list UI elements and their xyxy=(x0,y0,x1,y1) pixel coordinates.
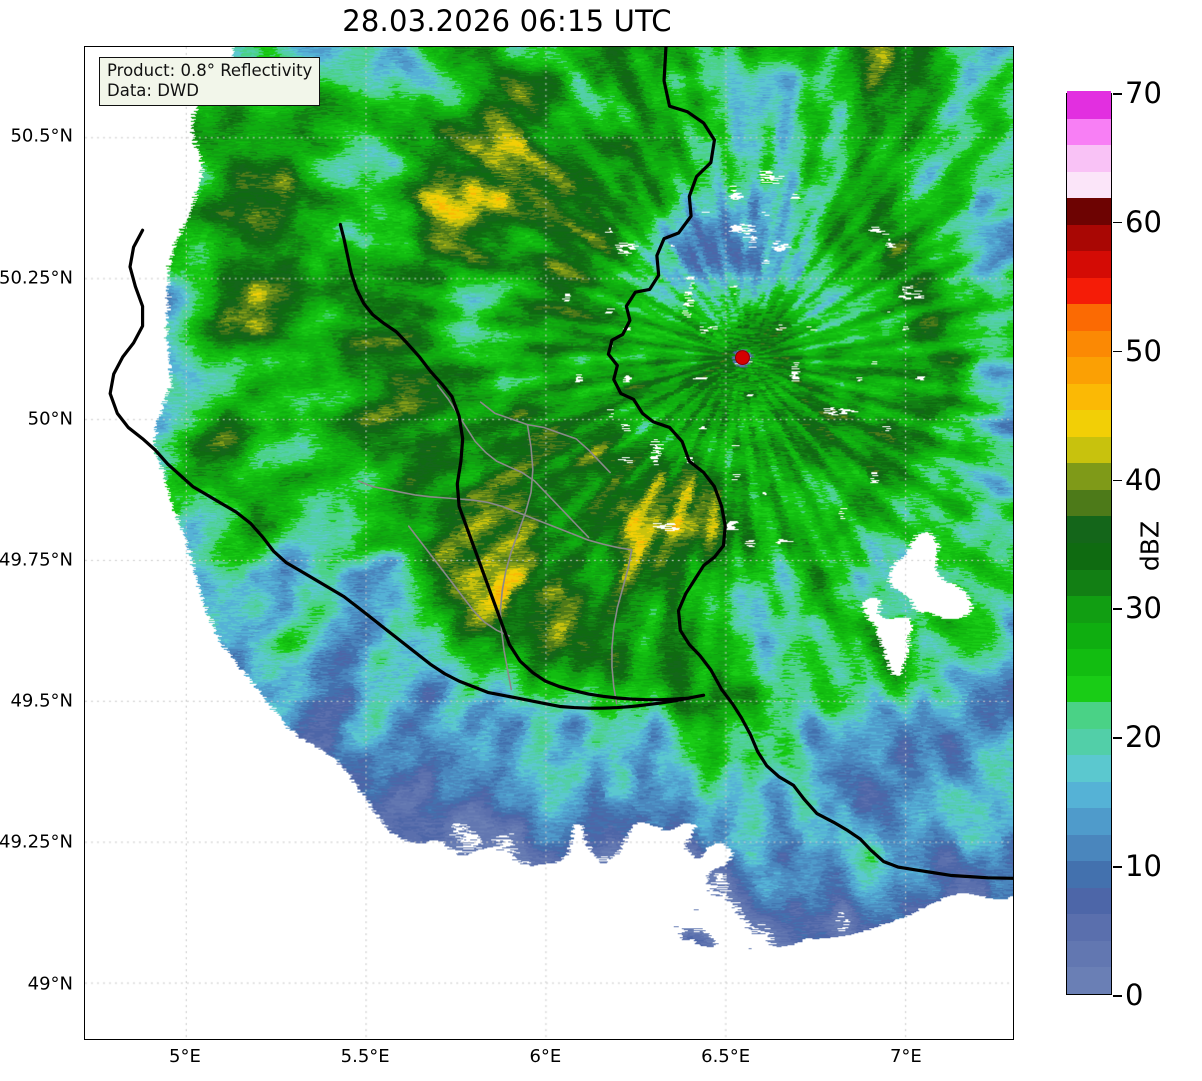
admin-border-line xyxy=(611,548,633,705)
colorbar-band xyxy=(1067,860,1111,888)
colorbar-band xyxy=(1067,303,1111,331)
colorbar-tick xyxy=(1113,866,1122,868)
x-tick-label: 6°E xyxy=(529,1046,562,1067)
colorbar-band xyxy=(1067,781,1111,809)
colorbar-tick-label: 60 xyxy=(1125,204,1162,239)
country-border-line xyxy=(606,47,1013,880)
country-border-line xyxy=(450,394,691,702)
colorbar-band xyxy=(1067,595,1111,623)
radar-site-marker[interactable] xyxy=(734,350,750,366)
admin-border-line xyxy=(479,401,611,474)
colorbar-band xyxy=(1067,383,1111,411)
x-tick-label: 7°E xyxy=(889,1046,922,1067)
colorbar-band xyxy=(1067,224,1111,252)
page-title: 28.03.2026 06:15 UTC xyxy=(342,4,672,38)
colorbar-tick xyxy=(1113,221,1122,224)
colorbar-band xyxy=(1067,277,1111,305)
radar-map[interactable]: Product: 0.8° Reflectivity Data: DWD xyxy=(84,46,1014,1040)
colorbar-band xyxy=(1067,197,1111,225)
product-line: Product: 0.8° Reflectivity xyxy=(107,61,313,80)
colorbar-band xyxy=(1067,489,1111,517)
colorbar-tick xyxy=(1113,608,1122,611)
colorbar-band xyxy=(1067,622,1111,650)
colorbar-tick-label: 70 xyxy=(1125,76,1162,110)
colorbar-tick-label: 40 xyxy=(1125,462,1162,497)
colorbar-band xyxy=(1067,409,1111,437)
colorbar-band xyxy=(1067,913,1111,941)
colorbar-band xyxy=(1067,807,1111,835)
y-tick-label: 50.25°N xyxy=(0,267,73,289)
y-tick-label: 49.25°N xyxy=(0,831,73,853)
colorbar-tick-label: 0 xyxy=(1125,978,1144,1012)
colorbar-band xyxy=(1067,144,1111,172)
colorbar-band xyxy=(1067,91,1111,119)
colorbar-band xyxy=(1067,171,1111,199)
x-tick-label: 5.5°E xyxy=(340,1046,390,1067)
colorbar-band xyxy=(1067,754,1111,782)
colorbar-title: dBZ xyxy=(1135,520,1165,572)
colorbar-tick xyxy=(1113,479,1122,482)
y-tick-label: 49.5°N xyxy=(10,690,73,712)
colorbar-band xyxy=(1067,250,1111,278)
data-source-line: Data: DWD xyxy=(107,81,199,101)
colorbar-band xyxy=(1067,568,1111,597)
x-tick-label: 6.5°E xyxy=(701,1046,751,1067)
product-info-box: Product: 0.8° Reflectivity Data: DWD xyxy=(99,57,321,107)
colorbar-tick-label: 30 xyxy=(1125,591,1162,626)
colorbar-band xyxy=(1067,542,1111,570)
colorbar-band xyxy=(1067,462,1111,490)
colorbar xyxy=(1066,91,1112,995)
x-tick-label: 5°E xyxy=(169,1046,201,1067)
admin-border-line xyxy=(499,423,534,691)
y-tick-label: 50°N xyxy=(27,408,73,430)
colorbar-band xyxy=(1067,356,1111,384)
colorbar-tick-label: 10 xyxy=(1125,849,1162,884)
colorbar-band xyxy=(1067,330,1111,358)
colorbar-band xyxy=(1067,515,1111,543)
colorbar-tick xyxy=(1113,350,1122,353)
colorbar-tick xyxy=(1113,93,1122,95)
colorbar-tick xyxy=(1113,737,1122,739)
colorbar-tick-label: 50 xyxy=(1125,333,1162,368)
colorbar-band xyxy=(1067,436,1111,464)
colorbar-band xyxy=(1067,648,1111,676)
admin-border-line xyxy=(357,480,633,551)
colorbar-band xyxy=(1067,701,1111,729)
admin-border-line xyxy=(407,525,511,637)
country-border-line xyxy=(338,222,454,399)
colorbar-band xyxy=(1067,728,1111,756)
y-tick-label: 49°N xyxy=(27,973,73,995)
y-tick-label: 49.75°N xyxy=(0,549,73,571)
colorbar-band xyxy=(1067,675,1111,703)
radar-reflectivity-field xyxy=(85,47,1013,1039)
colorbar-band xyxy=(1067,940,1111,968)
colorbar-tick-label: 20 xyxy=(1125,720,1162,755)
y-tick-label: 50.5°N xyxy=(10,125,73,147)
colorbar-band xyxy=(1067,117,1111,146)
colorbar-band xyxy=(1067,887,1111,915)
map-vector-overlay xyxy=(108,47,1013,880)
country-border-line xyxy=(108,228,706,710)
colorbar-band xyxy=(1067,834,1111,862)
colorbar-tick xyxy=(1113,995,1122,997)
colorbar-band xyxy=(1067,966,1111,994)
